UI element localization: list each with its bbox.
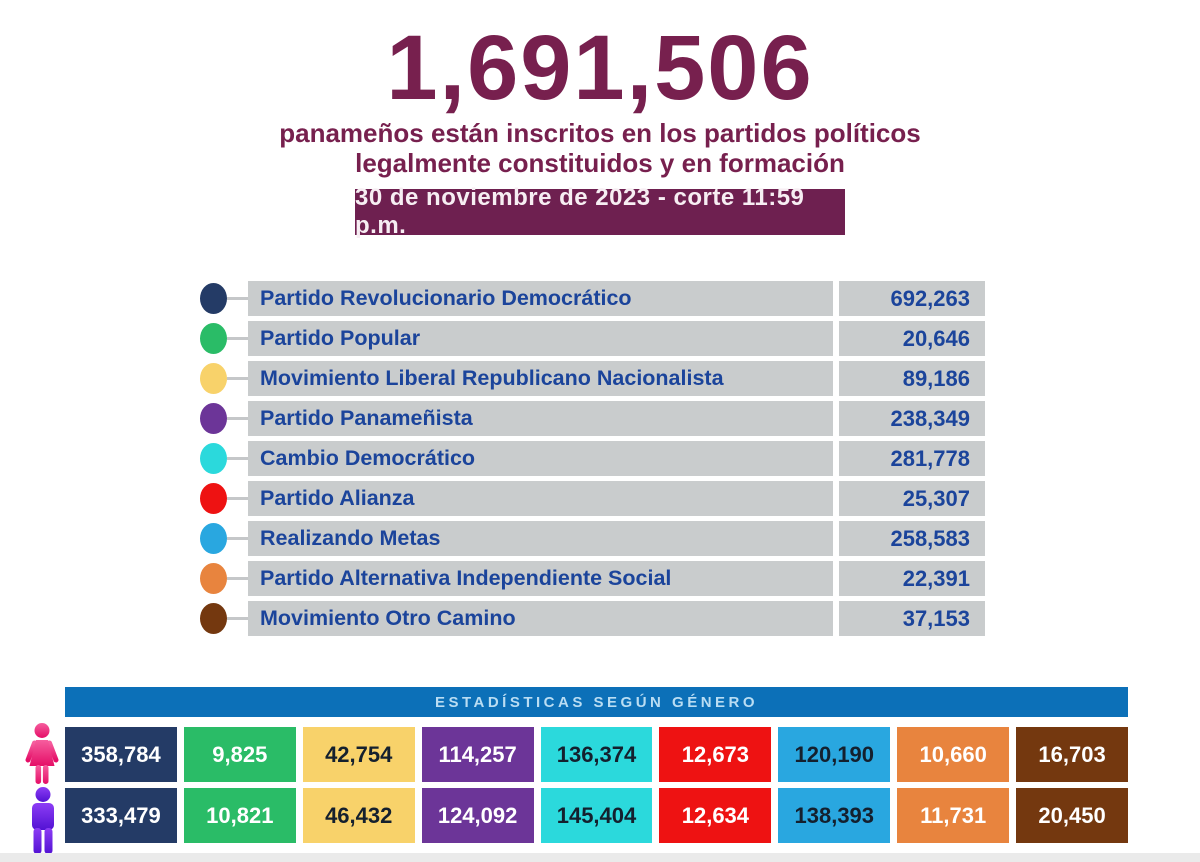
subtitle: panameños están inscritos en los partido…	[0, 118, 1200, 178]
male-count-cell: 11,731	[897, 788, 1010, 843]
male-count-cell: 333,479	[65, 788, 177, 843]
party-row: Partido Popular 20,646	[200, 321, 985, 356]
party-total-count: 692,263	[839, 281, 985, 316]
column-divider	[833, 561, 839, 596]
male-count-cell: 12,634	[659, 788, 772, 843]
party-list: Partido Revolucionario Democrático 692,26…	[200, 281, 985, 641]
party-total-count: 281,778	[839, 441, 985, 476]
male-count-cell: 138,393	[778, 788, 891, 843]
male-count-cell: 20,450	[1016, 788, 1128, 843]
party-row: Partido Panameñista 238,349	[200, 401, 985, 436]
column-divider	[833, 281, 839, 316]
female-count-cell: 42,754	[302, 727, 415, 782]
subtitle-line-1: panameños están inscritos en los partido…	[279, 118, 921, 148]
party-total-count: 25,307	[839, 481, 985, 516]
dot-connector-line	[227, 457, 248, 460]
party-color-dot	[200, 603, 227, 634]
party-row: Movimiento Liberal Republicano Nacionali…	[200, 361, 985, 396]
party-row: Realizando Metas 258,583	[200, 521, 985, 556]
party-total-count: 20,646	[839, 321, 985, 356]
party-color-dot	[200, 523, 227, 554]
dot-connector-line	[227, 577, 248, 580]
party-total-count: 238,349	[839, 401, 985, 436]
dot-connector-line	[227, 337, 248, 340]
party-color-dot	[200, 563, 227, 594]
male-count-cell: 145,404	[540, 788, 653, 843]
female-count-cell: 358,784	[65, 727, 177, 782]
party-name: Partido Alternativa Independiente Social	[248, 561, 833, 596]
party-color-dot	[200, 443, 227, 474]
dot-connector-line	[227, 377, 248, 380]
female-count-cell: 10,660	[897, 727, 1010, 782]
male-count-cell: 46,432	[302, 788, 415, 843]
party-name: Movimiento Otro Camino	[248, 601, 833, 636]
party-name: Partido Popular	[248, 321, 833, 356]
party-row: Partido Alianza 25,307	[200, 481, 985, 516]
party-color-dot	[200, 483, 227, 514]
column-divider	[833, 401, 839, 436]
party-color-dot	[200, 403, 227, 434]
column-divider	[833, 361, 839, 396]
party-row: Cambio Democrático 281,778	[200, 441, 985, 476]
party-row: Partido Alternativa Independiente Social…	[200, 561, 985, 596]
female-stats-row: 358,784 9,825 42,754 114,257 136,374 12,673 12…	[65, 727, 1128, 782]
total-registered-number: 1,691,506	[386, 17, 814, 119]
party-name: Partido Revolucionario Democrático	[248, 281, 833, 316]
male-stats-row: 333,479 10,821 46,432 124,092 145,404 12,634 1…	[65, 788, 1128, 843]
column-divider	[833, 441, 839, 476]
female-count-cell: 120,190	[778, 727, 891, 782]
female-count-cell: 12,673	[659, 727, 772, 782]
party-color-dot	[200, 363, 227, 394]
party-name: Movimiento Liberal Republicano Nacionali…	[248, 361, 833, 396]
male-count-cell: 124,092	[421, 788, 534, 843]
party-name: Realizando Metas	[248, 521, 833, 556]
party-color-dot	[200, 323, 227, 354]
dot-connector-line	[227, 537, 248, 540]
female-count-cell: 114,257	[421, 727, 534, 782]
column-divider	[833, 321, 839, 356]
gender-section-title: ESTADÍSTICAS SEGÚN GÉNERO	[65, 687, 1128, 717]
column-divider	[833, 601, 839, 636]
party-color-dot	[200, 283, 227, 314]
party-total-count: 258,583	[839, 521, 985, 556]
date-cutoff-banner: 30 de noviembre de 2023 - corte 11:59 p.…	[355, 184, 845, 239]
party-name: Cambio Democrático	[248, 441, 833, 476]
party-total-count: 37,153	[839, 601, 985, 636]
party-total-count: 89,186	[839, 361, 985, 396]
female-count-cell: 9,825	[183, 727, 296, 782]
dot-connector-line	[227, 297, 248, 300]
party-name: Partido Alianza	[248, 481, 833, 516]
female-icon	[21, 723, 63, 790]
male-count-cell: 10,821	[183, 788, 296, 843]
party-name: Partido Panameñista	[248, 401, 833, 436]
subtitle-line-2: legalmente constituidos y en formación	[355, 148, 845, 178]
female-count-cell: 16,703	[1016, 727, 1128, 782]
male-icon	[23, 787, 63, 860]
dot-connector-line	[227, 417, 248, 420]
party-row: Movimiento Otro Camino 37,153	[200, 601, 985, 636]
column-divider	[833, 481, 839, 516]
party-row: Partido Revolucionario Democrático 692,26…	[200, 281, 985, 316]
party-total-count: 22,391	[839, 561, 985, 596]
column-divider	[833, 521, 839, 556]
female-count-cell: 136,374	[540, 727, 653, 782]
dot-connector-line	[227, 617, 248, 620]
dot-connector-line	[227, 497, 248, 500]
footer-strip	[0, 853, 1200, 862]
